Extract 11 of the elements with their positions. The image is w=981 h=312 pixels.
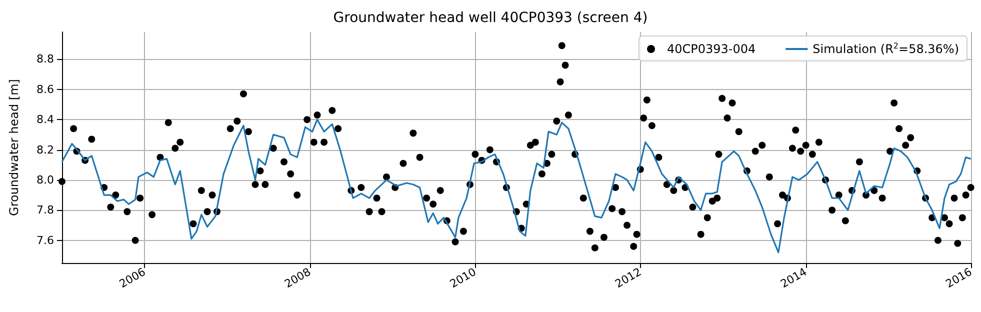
y-tick-label: 8.4 (36, 113, 54, 126)
line-series (61, 118, 972, 254)
y-tick-label: 7.6 (36, 234, 54, 247)
y-tick-label: 8.8 (36, 52, 54, 66)
y-axis-title: Groundwater head [m] (7, 79, 21, 216)
y-tick-label: 7.8 (36, 204, 54, 217)
y-tick-label: 8.2 (36, 143, 54, 156)
y-tick-label: 8.6 (36, 82, 54, 96)
legend-label: 40CP0393-004 (667, 42, 756, 56)
chart-title: Groundwater head well 40CP0393 (screen 4) (333, 10, 648, 26)
y-tick-label: 8.0 (36, 173, 54, 186)
